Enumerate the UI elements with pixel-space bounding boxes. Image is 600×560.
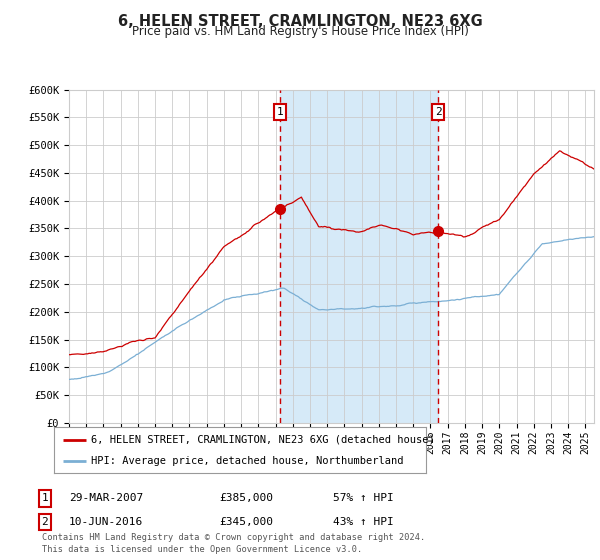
Text: 29-MAR-2007: 29-MAR-2007: [69, 493, 143, 503]
Text: £345,000: £345,000: [219, 517, 273, 527]
Bar: [280, 90, 438, 423]
Text: 6, HELEN STREET, CRAMLINGTON, NE23 6XG: 6, HELEN STREET, CRAMLINGTON, NE23 6XG: [118, 14, 482, 29]
Text: 43% ↑ HPI: 43% ↑ HPI: [333, 517, 394, 527]
Text: £385,000: £385,000: [219, 493, 273, 503]
Text: 2: 2: [434, 107, 442, 117]
Text: 6, HELEN STREET, CRAMLINGTON, NE23 6XG (detached house): 6, HELEN STREET, CRAMLINGTON, NE23 6XG (…: [91, 435, 435, 445]
Text: 1: 1: [41, 493, 49, 503]
Text: Price paid vs. HM Land Registry's House Price Index (HPI): Price paid vs. HM Land Registry's House …: [131, 25, 469, 38]
Text: 1: 1: [277, 107, 283, 117]
Text: This data is licensed under the Open Government Licence v3.0.: This data is licensed under the Open Gov…: [42, 545, 362, 554]
Text: Contains HM Land Registry data © Crown copyright and database right 2024.: Contains HM Land Registry data © Crown c…: [42, 533, 425, 542]
Text: 10-JUN-2016: 10-JUN-2016: [69, 517, 143, 527]
Text: 57% ↑ HPI: 57% ↑ HPI: [333, 493, 394, 503]
Text: 2: 2: [41, 517, 49, 527]
Text: HPI: Average price, detached house, Northumberland: HPI: Average price, detached house, Nort…: [91, 456, 404, 466]
